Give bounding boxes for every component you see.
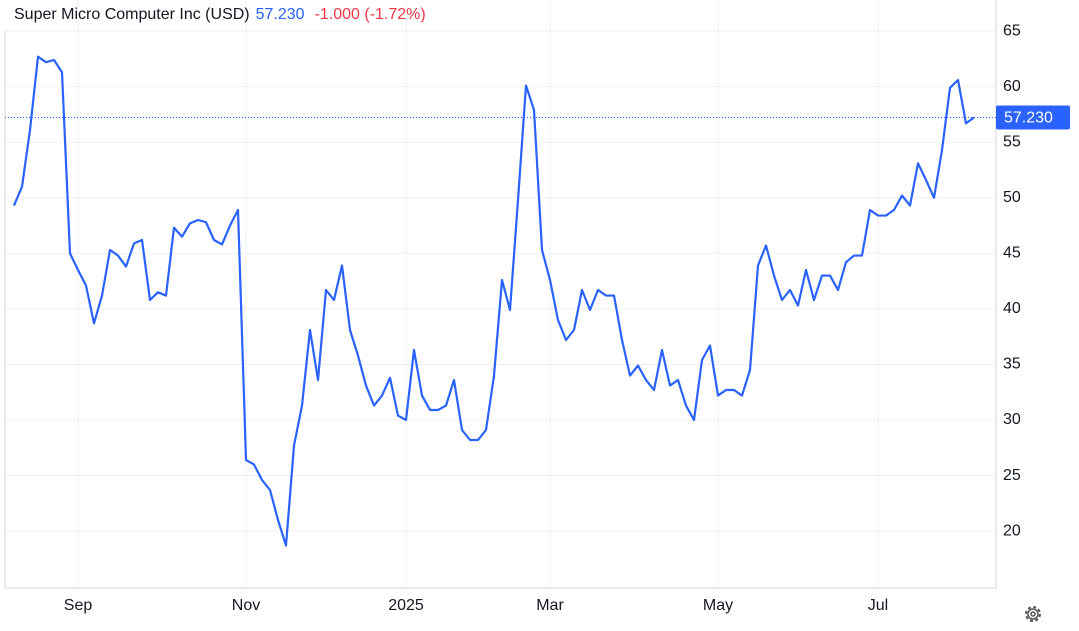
x-tick-label: Mar bbox=[536, 597, 564, 614]
last-price-tag bbox=[996, 105, 1070, 130]
y-tick-label: 60 bbox=[1003, 78, 1021, 95]
last-price-tag-label: 57.230 bbox=[1004, 110, 1053, 127]
y-tick-label: 25 bbox=[1003, 467, 1021, 484]
gear-body bbox=[1027, 608, 1039, 620]
chart-title: Super Micro Computer Inc (USD) bbox=[14, 6, 250, 23]
y-tick-label: 50 bbox=[1003, 189, 1021, 206]
y-tick-label: 55 bbox=[1003, 133, 1021, 150]
x-tick-label: May bbox=[703, 597, 733, 614]
y-tick-label: 65 bbox=[1003, 22, 1021, 39]
y-tick-label: 45 bbox=[1003, 245, 1021, 262]
header: Super Micro Computer Inc (USD) 57.230 -1.0… bbox=[14, 6, 426, 23]
y-tick-label: 20 bbox=[1003, 522, 1021, 539]
y-tick-label: 40 bbox=[1003, 300, 1021, 317]
price-change: -1.000 (-1.72%) bbox=[315, 6, 426, 23]
gear-hole bbox=[1030, 611, 1036, 617]
settings-icon[interactable] bbox=[1025, 606, 1041, 622]
last-price: 57.230 bbox=[256, 6, 305, 23]
gear-teeth bbox=[1025, 606, 1041, 622]
y-tick-label: 35 bbox=[1003, 356, 1021, 373]
x-tick-label: Jul bbox=[868, 597, 888, 614]
x-tick-label: Sep bbox=[64, 597, 93, 614]
x-tick-label: Nov bbox=[232, 597, 260, 614]
x-tick-label: 2025 bbox=[388, 597, 424, 614]
y-tick-label: 30 bbox=[1003, 411, 1021, 428]
price-line bbox=[12, 55, 975, 547]
